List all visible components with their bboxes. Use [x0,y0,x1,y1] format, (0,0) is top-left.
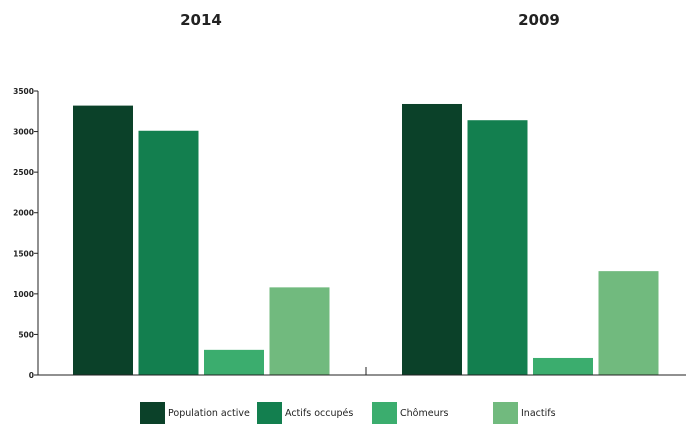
legend-label: Inactifs [521,408,556,419]
legend-label: Actifs occupés [285,408,353,419]
bar [599,271,659,375]
legend-swatch [257,402,282,424]
bar [468,120,528,375]
legend-label: Chômeurs [400,408,448,419]
group-title: 2009 [518,11,560,29]
y-axis: 0 500 1000 1500 2000 2500 3000 3500 [13,87,38,380]
group-title: 2014 [180,11,222,29]
legend-swatch [372,402,397,424]
y-tick-label: 3000 [13,128,34,137]
legend: Population active Actifs occupés Chômeurs I… [140,402,556,424]
y-tick-label: 0 [29,371,34,380]
y-tick-label: 3500 [13,87,34,96]
y-tick-label: 2000 [13,209,34,218]
legend-swatch [140,402,165,424]
bar [204,350,264,375]
group-titles: 2014 2009 [180,11,560,29]
bar [270,287,330,375]
y-tick-label: 1000 [13,290,34,299]
bars [73,104,659,375]
bar [139,131,199,375]
bar [533,358,593,375]
y-tick-label: 2500 [13,168,34,177]
legend-swatch [493,402,518,424]
bar [402,104,462,375]
legend-label: Population active [168,408,250,419]
bar [73,106,133,375]
y-tick-label: 1500 [13,249,34,258]
y-tick-label: 500 [18,330,34,339]
